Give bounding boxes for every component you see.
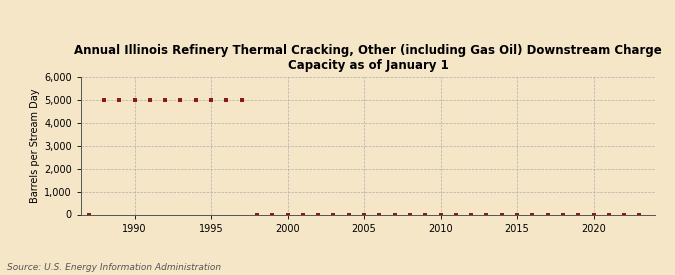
Text: Source: U.S. Energy Information Administration: Source: U.S. Energy Information Administ… <box>7 263 221 272</box>
Title: Annual Illinois Refinery Thermal Cracking, Other (including Gas Oil) Downstream : Annual Illinois Refinery Thermal Crackin… <box>74 44 662 72</box>
Y-axis label: Barrels per Stream Day: Barrels per Stream Day <box>30 89 40 203</box>
